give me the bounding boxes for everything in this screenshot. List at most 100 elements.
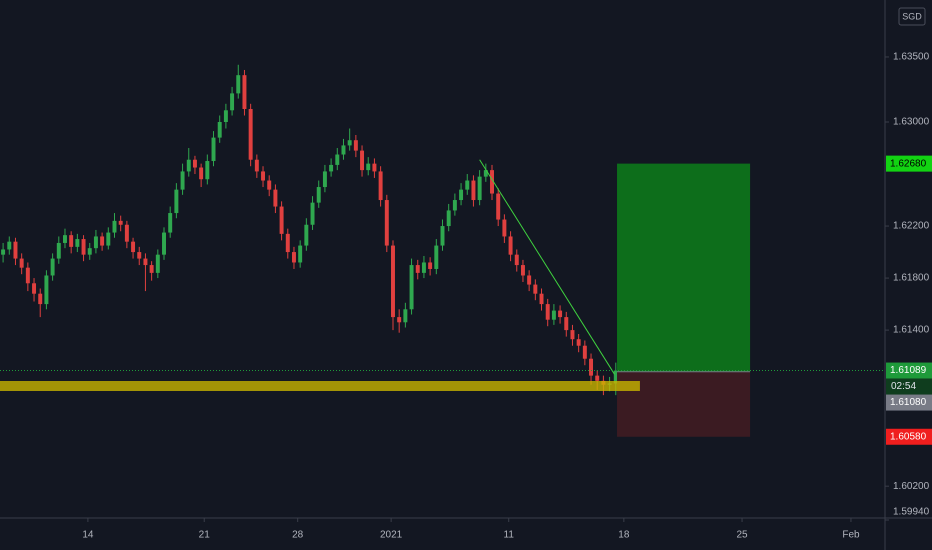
candle-body	[322, 171, 327, 188]
countdown-label: 02:54	[891, 381, 916, 392]
candle-body	[415, 265, 420, 273]
price-tag	[886, 394, 932, 411]
candle-body	[298, 245, 303, 263]
candle-body	[44, 275, 49, 305]
candle-body	[162, 232, 166, 255]
candle-body	[310, 202, 315, 225]
y-tick-label: 1.59940	[893, 507, 930, 518]
x-tick-label: Feb	[842, 530, 860, 541]
x-tick-label: 14	[82, 530, 94, 541]
candle-body	[490, 170, 494, 194]
candle-body	[32, 283, 37, 294]
candle-body	[576, 339, 581, 346]
price-tag	[886, 155, 932, 172]
plot-area	[0, 64, 885, 437]
candle-body	[483, 170, 488, 177]
candle-body	[223, 110, 228, 123]
candle-body	[93, 236, 98, 249]
candle-body	[551, 310, 556, 320]
y-tick-label: 1.60200	[893, 481, 930, 492]
candle-body	[508, 236, 513, 255]
candle-body	[291, 252, 296, 263]
candle-body	[38, 293, 43, 305]
candle-body	[520, 265, 525, 276]
candle-body	[168, 213, 173, 233]
candle-body	[137, 252, 142, 259]
candle-body	[428, 262, 433, 269]
x-tick-label: 25	[736, 530, 748, 541]
x-tick-label: 11	[504, 530, 515, 541]
axes: 1.63500 1.63000 1.62200 1.61800 1.61400 1.602…	[82, 52, 932, 541]
candle-body	[261, 171, 266, 181]
x-tick-label: 2021	[380, 530, 403, 541]
y-tick-label: 1.61800	[893, 273, 930, 284]
countdown-tag	[886, 378, 932, 395]
candle-body	[143, 258, 148, 266]
price-tag	[886, 362, 932, 379]
candle-body	[347, 140, 352, 146]
candle-body	[391, 245, 395, 318]
candle-body	[50, 258, 55, 276]
candle-body	[155, 254, 160, 273]
candle-body	[440, 226, 445, 246]
candle-body	[403, 309, 408, 323]
x-tick-label: 28	[292, 530, 304, 541]
candle-body	[459, 189, 464, 201]
candle-body	[378, 171, 383, 201]
candle-body	[131, 241, 136, 253]
candle-body	[124, 224, 129, 242]
x-tick-label: 21	[199, 530, 211, 541]
candle-body	[13, 241, 18, 259]
candle-body	[186, 159, 191, 172]
candle-body	[248, 108, 253, 160]
candle-body	[502, 219, 507, 237]
candle-body	[279, 206, 284, 234]
candle-body	[304, 224, 309, 246]
candle-body	[421, 262, 426, 273]
y-tick-label: 1.62200	[893, 221, 930, 232]
candle-body	[533, 284, 538, 294]
currency-label: SGD	[902, 11, 922, 21]
candle-body	[100, 236, 105, 246]
candle-body	[514, 254, 519, 266]
candle-body	[409, 265, 414, 310]
price-tag	[886, 428, 932, 445]
candle-body	[199, 167, 204, 180]
candle-body	[63, 235, 67, 243]
candle-body	[174, 189, 179, 214]
candle-body	[613, 370, 618, 384]
candle-body	[1, 249, 6, 255]
candle-body	[87, 248, 92, 255]
candle-body	[217, 122, 222, 138]
candle-body	[230, 93, 235, 111]
trendline	[479, 159, 615, 375]
candle-body	[434, 245, 439, 269]
candle-body	[589, 358, 594, 376]
price-tag-label: 1.62680	[890, 158, 927, 169]
candle-body	[366, 163, 371, 171]
candle-body	[329, 164, 334, 172]
candle-body	[372, 163, 377, 172]
candle-body	[353, 140, 358, 151]
price-tag-label: 1.61089	[890, 365, 927, 376]
candle-body	[118, 220, 123, 225]
candle-body	[397, 317, 402, 323]
candle-body	[335, 154, 340, 165]
candle-body	[558, 310, 563, 318]
candle-body	[81, 239, 86, 255]
candle-body	[267, 180, 272, 190]
candle-body	[360, 150, 365, 171]
currency-button[interactable]	[898, 7, 926, 26]
y-tick-label: 1.63000	[893, 117, 930, 128]
y-tick-label: 1.63500	[893, 52, 930, 63]
candle-body	[75, 239, 80, 247]
candle-body	[477, 176, 482, 201]
candle-body	[254, 159, 259, 172]
candle-body	[273, 189, 278, 207]
target-zone	[617, 163, 751, 372]
candle-body	[112, 220, 117, 233]
candle-body	[242, 75, 247, 109]
candle-body	[471, 180, 476, 201]
candle-body	[106, 232, 111, 246]
